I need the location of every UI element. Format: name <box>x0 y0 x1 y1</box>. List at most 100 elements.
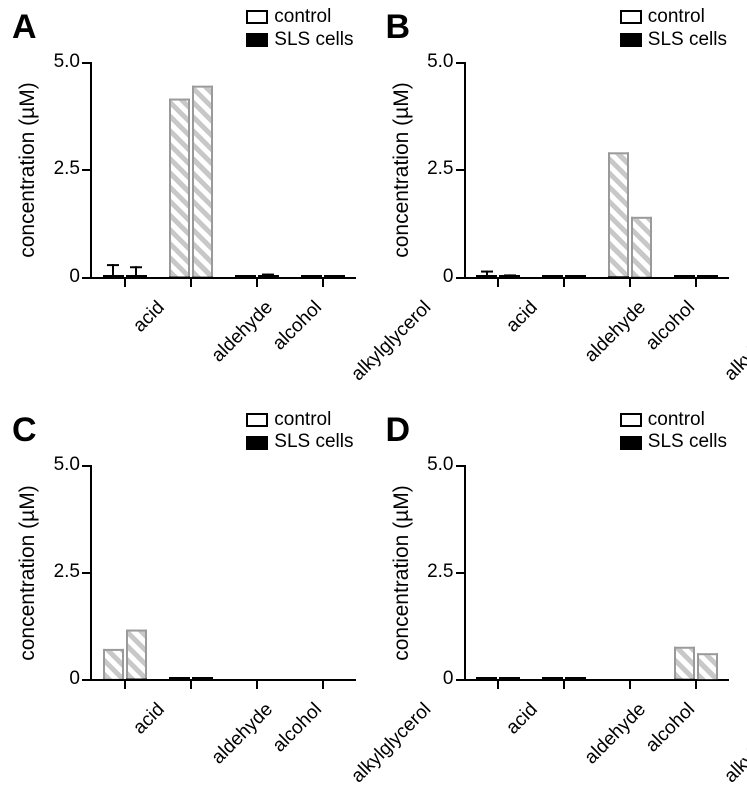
panel-B: BcontrolSLS cells02.55.0acidaldehydealco… <box>374 0 747 403</box>
bar-sls <box>499 677 520 679</box>
legend-label: SLS cells <box>274 29 353 52</box>
bar-sls <box>258 275 279 277</box>
x-tick <box>190 679 192 689</box>
y-label-wrap: concentration (µM) <box>374 465 464 682</box>
offscale-hatch <box>608 152 629 277</box>
y-label-text: concentration (µM) <box>16 485 40 661</box>
panel-letter: B <box>386 8 411 47</box>
bar-pair <box>608 275 652 277</box>
x-tick-label: alkylglycerol <box>720 297 747 386</box>
group-alkylglycerol: alkylglycerol <box>290 62 356 277</box>
group-acid: acid <box>92 62 158 277</box>
y-label-text: concentration (µM) <box>16 83 40 259</box>
plot-area: 02.55.0acidaldehydealcoholalkylglycerol <box>90 62 356 279</box>
legend-swatch-ctrl <box>246 10 268 24</box>
bar-pair <box>169 275 213 277</box>
bar-control <box>674 677 695 679</box>
panel-D: DcontrolSLS cells 02.55.0acidaldehydealco… <box>374 403 747 805</box>
bar-sls <box>126 677 147 679</box>
bar-groups: acidaldehydealcoholalkylglycerol <box>466 465 730 680</box>
error-bar <box>112 264 114 277</box>
bar-control <box>542 677 563 679</box>
legend-label: control <box>648 409 705 432</box>
plot-area: 02.55.0acidaldehydealcoholalkylglycerol <box>464 465 730 682</box>
offscale-hatch <box>169 98 190 276</box>
group-acid: acid <box>466 62 532 277</box>
bar-sls <box>697 677 718 679</box>
x-tick-label: acid <box>129 699 169 739</box>
x-tick-label: alcohol <box>642 297 700 355</box>
group-acid: acid <box>92 465 158 680</box>
bar-control <box>235 275 256 277</box>
error-bar <box>267 273 269 276</box>
bar-sls <box>192 677 213 679</box>
x-tick-label: aldehyde <box>207 699 277 769</box>
legend-swatch-sls <box>246 33 268 47</box>
y-label-text: concentration (µM) <box>390 485 414 661</box>
legend-item-sls: SLS cells <box>246 431 353 454</box>
bar-pair <box>476 275 520 277</box>
x-tick <box>124 277 126 287</box>
bar-sls <box>192 275 213 277</box>
group-aldehyde: aldehyde <box>158 465 224 680</box>
bar-sls <box>324 275 345 277</box>
bar-pair <box>103 677 147 679</box>
bar-groups: acidaldehydealcoholalkylglycerol <box>92 465 356 680</box>
axes: 02.55.0acidaldehydealcoholalkylglycerol <box>464 465 730 682</box>
error-bar <box>244 275 246 276</box>
bar-control <box>542 275 563 277</box>
legend-item-ctrl: control <box>620 409 727 432</box>
panel-letter: D <box>386 411 411 450</box>
x-tick <box>256 679 258 689</box>
group-alcohol: alcohol <box>597 465 663 680</box>
x-tick-label: alcohol <box>642 699 700 757</box>
bar-pair <box>103 275 147 277</box>
legend-swatch-sls <box>620 33 642 47</box>
bar-sls <box>697 275 718 277</box>
panel-letter: C <box>12 411 37 450</box>
x-tick-label: aldehyde <box>207 297 277 367</box>
bar-pair <box>476 677 520 679</box>
bar-pair <box>674 275 718 277</box>
bar-pair <box>542 275 586 277</box>
y-label-wrap: concentration (µM) <box>0 62 90 279</box>
bar-control <box>169 677 190 679</box>
x-tick-label: acid <box>503 699 543 739</box>
x-tick-label: alcohol <box>268 297 326 355</box>
group-aldehyde: aldehyde <box>531 62 597 277</box>
bar-control <box>476 275 497 277</box>
error-bar <box>509 274 511 277</box>
legend-swatch-sls <box>620 436 642 450</box>
panel-A: AcontrolSLS cells02.55.0acidaldehydealco… <box>0 0 374 403</box>
group-alkylglycerol: alkylglycerol <box>290 465 356 680</box>
x-tick <box>629 679 631 689</box>
legend-item-sls: SLS cells <box>620 431 727 454</box>
bar-sls <box>565 677 586 679</box>
x-tick <box>695 679 697 689</box>
group-aldehyde: aldehyde <box>531 465 597 680</box>
bar-pair <box>235 275 279 277</box>
x-tick-label: acid <box>503 297 543 337</box>
bar-control <box>169 275 190 277</box>
offscale-hatch <box>126 630 147 679</box>
bar-sls <box>499 275 520 277</box>
bar-control <box>608 275 629 277</box>
offscale-hatch <box>103 649 124 679</box>
bar-control <box>301 275 322 277</box>
x-tick <box>256 277 258 287</box>
offscale-hatch <box>631 216 652 276</box>
x-tick-label: alkylglycerol <box>720 699 747 788</box>
legend-swatch-ctrl <box>246 413 268 427</box>
legend-item-sls: SLS cells <box>246 29 353 52</box>
y-label-text: concentration (µM) <box>390 83 414 259</box>
axes: 02.55.0acidaldehydealcoholalkylglycerol <box>90 465 356 682</box>
legend-item-ctrl: control <box>246 6 353 29</box>
group-alcohol: alcohol <box>224 465 290 680</box>
bar-sls <box>126 275 147 277</box>
x-tick-label: acid <box>129 297 169 337</box>
bar-control <box>674 275 695 277</box>
offscale-hatch <box>697 653 718 679</box>
axes: 02.55.0acidaldehydealcoholalkylglycerol <box>464 62 730 279</box>
bar-pair <box>169 677 213 679</box>
x-tick <box>497 277 499 287</box>
